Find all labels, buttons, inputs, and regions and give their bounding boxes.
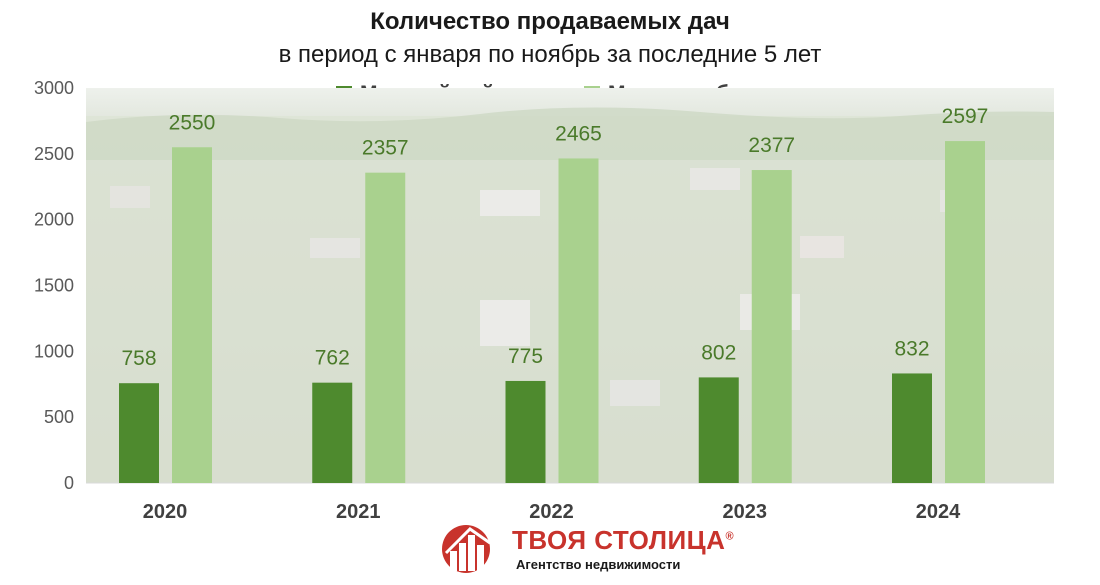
x-tick-label: 2024 [916, 501, 961, 523]
data-label: 762 [315, 347, 350, 370]
data-label: 2597 [942, 105, 989, 128]
data-label: 832 [894, 337, 929, 360]
bar-minsk-district [505, 380, 546, 483]
data-label: 2465 [555, 122, 602, 145]
bar-minsk-district [312, 382, 353, 483]
bar-minsk-district [698, 377, 739, 483]
data-label: 2357 [362, 137, 409, 160]
bar-minsk-district [119, 383, 159, 483]
bars: 758 2550 762 2357 775 2465 802 2377 832 2597 [119, 105, 989, 484]
y-tick-label: 3000 [34, 78, 74, 98]
y-tick-label: 0 [64, 473, 74, 493]
bar-minsk-region [558, 158, 599, 484]
bar-minsk-region [751, 170, 792, 484]
bar-minsk-district [892, 373, 932, 483]
bar-minsk-region [365, 172, 406, 483]
data-label: 802 [701, 341, 736, 364]
bar-minsk-region [945, 141, 985, 484]
bar-minsk-region [172, 147, 212, 483]
y-axis: 0 500 1000 1500 2000 2500 3000 [34, 78, 74, 493]
x-tick-label: 2022 [529, 501, 574, 523]
y-tick-label: 1000 [34, 341, 74, 361]
x-tick-label: 2021 [336, 501, 381, 523]
y-tick-label: 500 [44, 407, 74, 427]
y-tick-label: 1500 [34, 276, 74, 296]
chart-title: Количество продаваемых дач [370, 8, 730, 35]
y-tick-label: 2500 [34, 144, 74, 164]
data-label: 758 [121, 347, 156, 370]
data-label: 2377 [748, 134, 795, 157]
data-label: 2550 [169, 111, 216, 134]
logo-tagline: Агентство недвижимости [516, 557, 681, 572]
x-tick-label: 2023 [723, 501, 768, 523]
chart-subtitle: в период с января по ноябрь за последние… [278, 41, 822, 68]
x-axis: 2020 2021 2022 2023 2024 [143, 501, 961, 523]
y-tick-label: 2000 [34, 210, 74, 230]
logo-name: ТВОЯ СТОЛИЦА® [512, 525, 735, 555]
company-logo: ТВОЯ СТОЛИЦА® Агентство недвижимости [440, 519, 734, 579]
x-tick-label: 2020 [143, 501, 188, 523]
data-label: 775 [508, 345, 543, 368]
logo-icon [442, 525, 491, 573]
